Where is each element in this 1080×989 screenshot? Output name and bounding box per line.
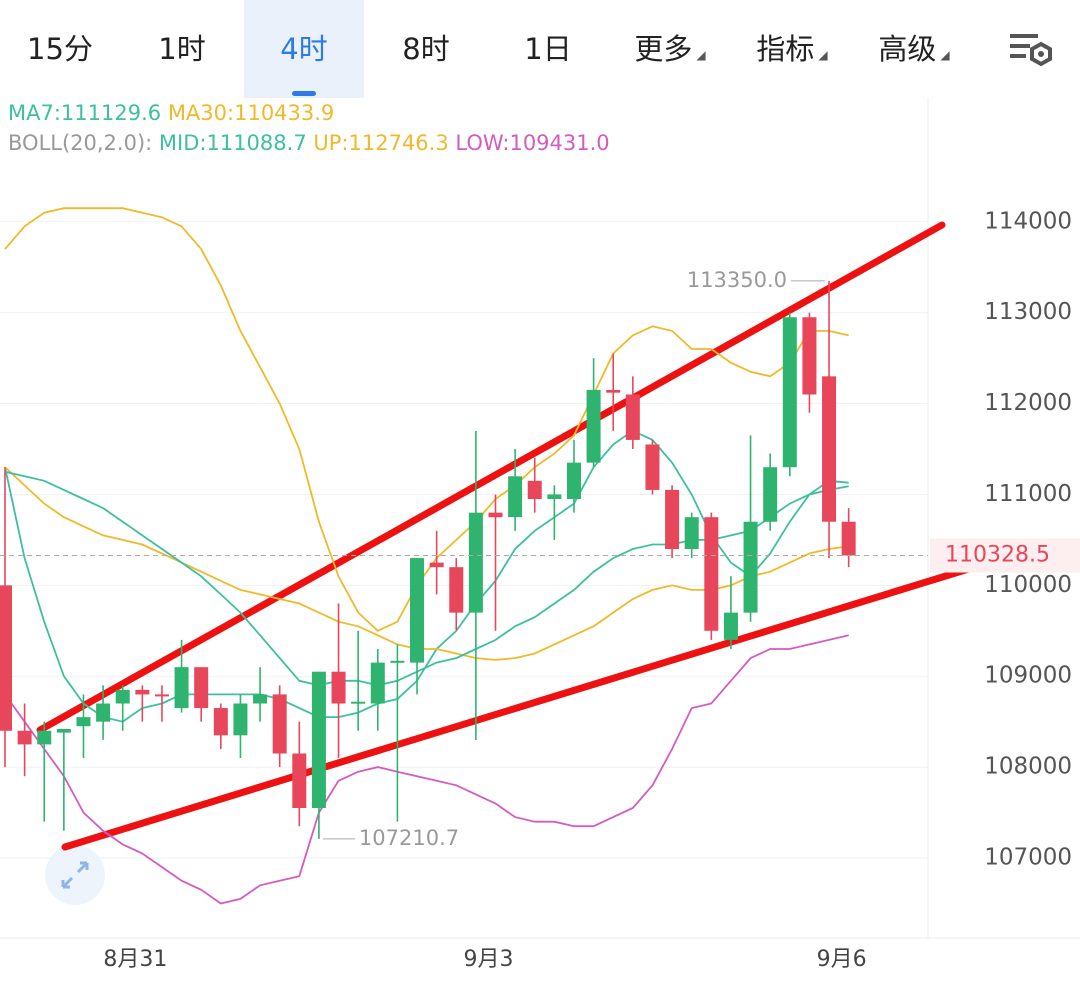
candle-body bbox=[292, 753, 307, 809]
candle-body bbox=[96, 703, 111, 722]
tab[interactable]: 4时 bbox=[244, 0, 364, 98]
candle-body bbox=[0, 585, 12, 731]
candle-body bbox=[508, 476, 523, 518]
candle-body bbox=[449, 567, 464, 613]
y-tick-label: 112000 bbox=[984, 390, 1072, 416]
candle-body bbox=[174, 667, 189, 709]
tab[interactable]: 指标 ◢ bbox=[756, 32, 828, 66]
tab[interactable]: 15分 bbox=[27, 32, 93, 66]
legend-row: MA7:111129.6 MA30:110433.9 bbox=[8, 101, 334, 125]
candle-body bbox=[272, 694, 287, 754]
y-tick-label: 114000 bbox=[984, 208, 1072, 234]
candle-body bbox=[370, 662, 385, 704]
tab[interactable]: 1日 bbox=[524, 32, 572, 66]
y-tick-label: 110000 bbox=[984, 572, 1072, 598]
candle-body bbox=[645, 444, 660, 490]
dropdown-caret: ◢ bbox=[940, 48, 950, 62]
candle-body bbox=[135, 689, 150, 695]
candle-body bbox=[625, 394, 640, 440]
candle-body bbox=[684, 517, 699, 549]
candle-body bbox=[802, 317, 817, 395]
candle-body bbox=[56, 728, 71, 733]
legend: MA7:111129.6 MA30:110433.9 BOLL(20,2.0):… bbox=[8, 101, 610, 155]
candle-body bbox=[213, 708, 228, 736]
legend-entry: UP:112746.3 bbox=[313, 131, 448, 155]
candle-body bbox=[782, 317, 797, 468]
candle-body bbox=[351, 701, 366, 704]
expand-icon[interactable] bbox=[45, 845, 105, 905]
last-price-label: 110328.5 bbox=[945, 542, 1050, 567]
tab[interactable]: 8时 bbox=[402, 32, 450, 66]
last-price-bg bbox=[930, 538, 1080, 573]
candle-body bbox=[488, 512, 503, 518]
legend-entry: MA7:111129.6 bbox=[8, 101, 161, 125]
y-tick-label: 107000 bbox=[984, 845, 1072, 871]
candle-body bbox=[822, 376, 837, 522]
candle-body bbox=[841, 521, 856, 556]
legend-entry: BOLL(20,2.0): bbox=[8, 131, 152, 155]
candle-body bbox=[527, 480, 542, 500]
y-tick-label: 109000 bbox=[984, 663, 1072, 689]
indicator-line bbox=[4, 470, 849, 687]
indicator-line bbox=[4, 466, 849, 661]
legend-entry: MA30:110433.9 bbox=[168, 101, 334, 125]
candle-body bbox=[390, 660, 405, 663]
legend-entry: MID:111088.7 bbox=[159, 131, 307, 155]
candle-body bbox=[194, 667, 209, 709]
candle-body bbox=[606, 389, 621, 393]
y-tick-label: 113000 bbox=[984, 299, 1072, 325]
dropdown-caret: ◢ bbox=[696, 48, 706, 62]
candle-body bbox=[37, 730, 52, 745]
candle-body bbox=[763, 467, 778, 522]
candle-body bbox=[566, 462, 581, 500]
max-label: 113350.0 bbox=[687, 268, 787, 292]
candle-body bbox=[76, 717, 91, 727]
tab[interactable]: 1时 bbox=[158, 32, 206, 66]
x-tick-label: 9月6 bbox=[817, 947, 867, 972]
candle-body bbox=[429, 562, 444, 568]
candle-body bbox=[253, 694, 268, 704]
trend-lines bbox=[36, 221, 979, 851]
candle-body bbox=[468, 512, 483, 613]
candle-body bbox=[665, 489, 680, 549]
candle-body bbox=[586, 389, 601, 463]
x-tick-label: 9月3 bbox=[464, 947, 514, 972]
candle-body bbox=[547, 494, 562, 500]
candle-body bbox=[311, 671, 326, 809]
tab[interactable]: 更多 ◢ bbox=[634, 32, 706, 66]
candle-body bbox=[410, 558, 425, 663]
candle-body bbox=[17, 730, 32, 745]
timeframe-tabs: 15分 1时 4时 8时 1日 更多 ◢ 指标 ◢ 高级 ◢ bbox=[0, 0, 1080, 98]
tab[interactable]: 高级 ◢ bbox=[878, 32, 950, 66]
legend-entry: LOW:109431.0 bbox=[455, 131, 609, 155]
y-tick-label: 108000 bbox=[984, 754, 1072, 780]
settings-icon[interactable] bbox=[1008, 30, 1058, 70]
legend-row: BOLL(20,2.0): MID:111088.7 UP:112746.3 L… bbox=[8, 131, 610, 155]
candle-body bbox=[723, 612, 738, 640]
indicator-line bbox=[4, 207, 849, 632]
candle-body bbox=[743, 521, 758, 613]
candle-body bbox=[233, 703, 248, 736]
candle-body bbox=[331, 671, 346, 704]
min-label: 107210.7 bbox=[359, 826, 459, 850]
dropdown-caret: ◢ bbox=[818, 48, 828, 62]
y-tick-label: 111000 bbox=[984, 481, 1072, 507]
x-tick-label: 8月31 bbox=[103, 947, 167, 972]
candle-body bbox=[154, 694, 169, 697]
candle-body bbox=[704, 517, 719, 631]
indicator-line bbox=[4, 634, 849, 905]
candle-body bbox=[115, 689, 130, 704]
